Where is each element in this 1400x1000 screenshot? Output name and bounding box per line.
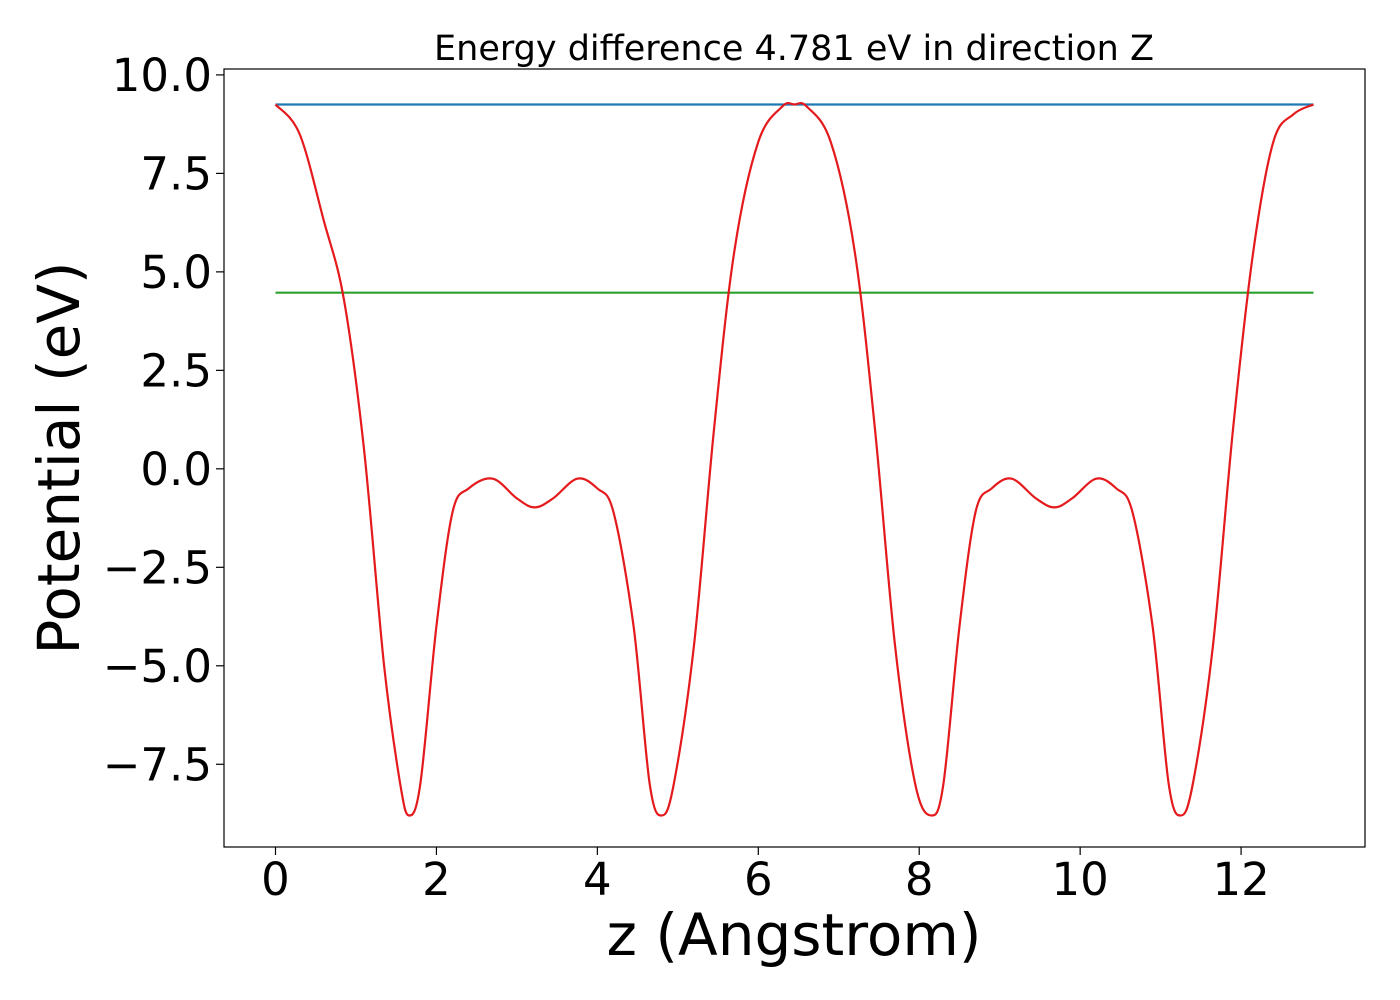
y-tick-label: 7.5 [140, 147, 212, 200]
x-axis: 0 2 4 6 8 10 12 [261, 847, 1270, 906]
x-tick-label: 2 [422, 853, 451, 906]
plot-area [274, 101, 1314, 817]
x-tick-label: 0 [261, 853, 290, 906]
y-tick-label: −2.5 [103, 541, 212, 594]
y-tick-label: −7.5 [103, 738, 212, 791]
x-axis-title: z (Angstrom) [607, 901, 982, 969]
series-line-2 [274, 101, 1314, 817]
y-tick-label: 5.0 [140, 246, 212, 299]
x-tick-label: 12 [1212, 853, 1269, 906]
y-tick-label: −5.0 [103, 640, 212, 693]
x-tick-label: 8 [905, 853, 934, 906]
y-tick-label: 0.0 [140, 443, 212, 496]
y-axis-title: Potential (eV) [25, 261, 93, 654]
series-layer [274, 101, 1314, 817]
x-tick-label: 6 [744, 853, 773, 906]
y-tick-label: 2.5 [140, 344, 212, 397]
plot-frame [223, 68, 1366, 848]
chart-title: Energy difference 4.781 eV in direction … [434, 29, 1154, 69]
y-axis: 10.0 7.5 5.0 2.5 0.0 −2.5 −5.0 −7.5 [103, 49, 224, 791]
y-tick-label: 10.0 [112, 49, 212, 102]
x-tick-label: 4 [583, 853, 612, 906]
x-tick-label: 10 [1052, 853, 1109, 906]
